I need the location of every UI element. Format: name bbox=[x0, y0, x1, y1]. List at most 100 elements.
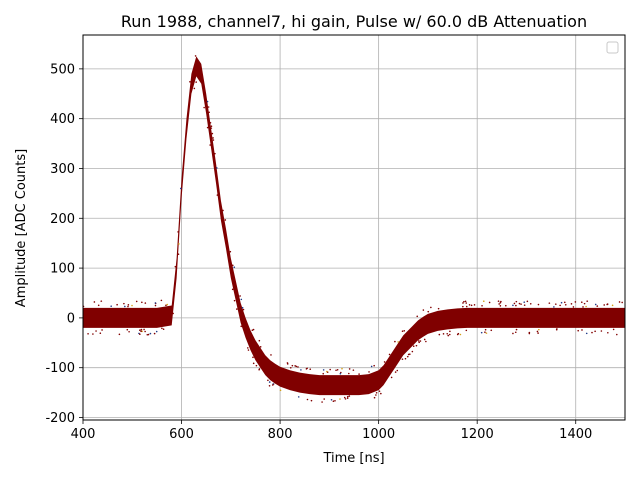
data-point bbox=[529, 302, 532, 305]
data-point bbox=[512, 332, 514, 335]
grid-lines bbox=[82, 35, 625, 420]
data-point bbox=[484, 331, 486, 333]
data-point bbox=[459, 333, 462, 336]
data-point bbox=[462, 302, 464, 304]
data-point bbox=[375, 392, 378, 394]
data-point bbox=[514, 331, 517, 334]
y-tick-label: 100 bbox=[50, 262, 75, 277]
data-point bbox=[523, 304, 526, 306]
data-point bbox=[177, 231, 179, 233]
chart-title: Run 1988, channel7, hi gain, Pulse w/ 60… bbox=[121, 12, 587, 31]
data-point bbox=[241, 306, 244, 309]
data-point bbox=[505, 304, 507, 307]
x-tick-label: 400 bbox=[71, 427, 96, 442]
data-point bbox=[538, 328, 540, 331]
data-point bbox=[427, 310, 430, 313]
data-point bbox=[332, 400, 335, 403]
data-point bbox=[596, 305, 599, 307]
data-point bbox=[258, 339, 261, 342]
data-point bbox=[154, 302, 157, 304]
data-point bbox=[224, 219, 227, 221]
data-point bbox=[216, 194, 219, 196]
data-point bbox=[110, 305, 112, 307]
data-point bbox=[375, 394, 377, 396]
data-point bbox=[210, 125, 213, 128]
data-point bbox=[139, 329, 141, 331]
data-point bbox=[127, 304, 130, 306]
data-point bbox=[390, 376, 393, 379]
data-point bbox=[518, 302, 521, 305]
data-point bbox=[603, 304, 606, 306]
y-tick-label: 300 bbox=[50, 162, 75, 177]
data-point bbox=[559, 304, 561, 307]
data-point bbox=[465, 329, 468, 332]
data-point bbox=[394, 340, 396, 343]
data-point bbox=[118, 333, 121, 336]
data-point bbox=[155, 330, 158, 333]
data-point bbox=[415, 344, 418, 347]
data-point bbox=[537, 332, 539, 334]
data-point bbox=[430, 306, 432, 309]
data-point bbox=[499, 301, 502, 304]
data-point bbox=[166, 303, 169, 306]
data-point bbox=[95, 330, 97, 332]
data-point bbox=[222, 209, 224, 212]
data-point bbox=[297, 396, 300, 398]
data-point bbox=[251, 329, 254, 332]
data-point bbox=[146, 333, 149, 336]
data-point bbox=[128, 330, 130, 333]
data-point bbox=[462, 305, 464, 308]
data-point bbox=[383, 361, 386, 363]
data-point bbox=[135, 300, 138, 303]
data-point bbox=[268, 384, 271, 387]
data-point bbox=[214, 152, 216, 155]
data-point bbox=[515, 328, 518, 331]
data-point bbox=[585, 305, 587, 308]
data-point bbox=[179, 187, 182, 190]
data-point bbox=[341, 367, 343, 370]
data-point bbox=[270, 354, 272, 356]
data-point bbox=[465, 302, 468, 304]
data-point bbox=[242, 308, 245, 311]
x-axis-title: Time [ns] bbox=[322, 451, 384, 466]
data-point bbox=[306, 367, 308, 370]
data-point bbox=[468, 304, 471, 306]
data-point bbox=[456, 333, 459, 336]
data-point bbox=[449, 330, 451, 333]
data-point bbox=[267, 379, 269, 382]
data-point bbox=[343, 396, 346, 399]
data-point bbox=[586, 300, 589, 302]
data-point bbox=[206, 100, 209, 103]
data-point bbox=[446, 332, 449, 335]
data-point bbox=[165, 304, 167, 307]
data-point bbox=[537, 303, 540, 306]
data-point bbox=[373, 396, 376, 399]
data-point bbox=[233, 266, 236, 269]
data-point bbox=[411, 350, 414, 353]
y-tick-label: 400 bbox=[50, 112, 75, 127]
data-point bbox=[580, 301, 583, 304]
data-point bbox=[388, 353, 391, 356]
data-point bbox=[116, 303, 118, 306]
data-point bbox=[594, 330, 596, 333]
data-point bbox=[252, 328, 255, 331]
data-point bbox=[240, 298, 243, 301]
data-point bbox=[240, 325, 243, 328]
data-point bbox=[463, 300, 465, 303]
data-point bbox=[438, 333, 441, 336]
data-point bbox=[548, 302, 551, 304]
data-point bbox=[153, 332, 156, 335]
data-point bbox=[309, 368, 312, 371]
data-point bbox=[233, 299, 236, 302]
data-point bbox=[473, 304, 476, 306]
x-tick-label: 1200 bbox=[461, 427, 494, 442]
data-point bbox=[404, 357, 407, 360]
data-point bbox=[348, 368, 351, 370]
data-point bbox=[406, 355, 409, 358]
data-point bbox=[339, 372, 342, 375]
data-point bbox=[368, 371, 370, 373]
y-tick-label: 500 bbox=[50, 62, 75, 77]
data-point bbox=[100, 300, 103, 302]
data-point bbox=[212, 139, 215, 141]
